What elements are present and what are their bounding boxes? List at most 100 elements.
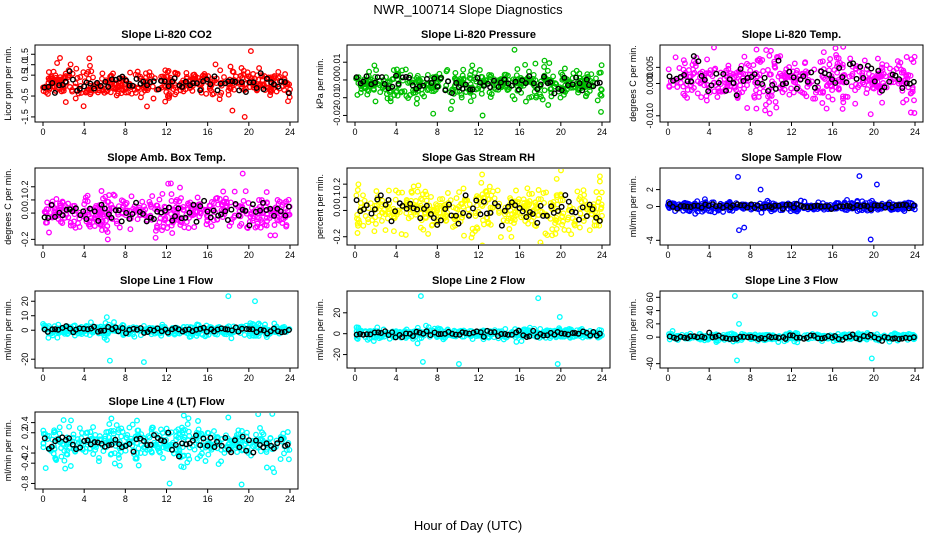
data-point [152, 227, 159, 234]
data-point [357, 89, 364, 96]
reference-point [242, 88, 249, 95]
reference-point [821, 203, 828, 210]
reference-point [811, 84, 818, 91]
data-point [753, 105, 760, 112]
reference-point [161, 207, 168, 214]
data-point [894, 58, 901, 65]
data-point [85, 221, 92, 228]
x-tick-label: 0 [665, 250, 670, 260]
reference-point [850, 60, 857, 67]
reference-point [238, 79, 245, 86]
reference-point [169, 217, 176, 224]
reference-point [864, 203, 871, 210]
reference-point [473, 197, 480, 204]
data-point [908, 90, 915, 96]
reference-point [849, 204, 856, 211]
data-point [60, 87, 67, 94]
data-point [65, 200, 72, 207]
outlier-point [736, 227, 742, 234]
data-point [284, 429, 291, 435]
data-point [268, 87, 275, 94]
data-points [666, 293, 918, 364]
x-tick-label: 20 [556, 373, 566, 383]
data-point [378, 209, 385, 216]
data-point [548, 93, 555, 100]
data-point [172, 198, 179, 205]
data-point [275, 68, 282, 75]
x-tick-label: 16 [515, 373, 525, 383]
reference-point [846, 61, 853, 68]
data-point [801, 90, 808, 97]
data-point [68, 417, 74, 424]
data-point [408, 197, 415, 204]
data-point [766, 110, 773, 117]
data-point [764, 67, 771, 73]
y-axis-label: ml/min per min. [628, 176, 638, 238]
reference-point [122, 330, 129, 337]
data-point [137, 211, 144, 218]
data-point [790, 89, 797, 96]
data-point [680, 40, 685, 45]
reference-point [389, 83, 396, 90]
y-tick-label: 60 [645, 292, 655, 302]
data-point [538, 196, 544, 203]
reference-point [264, 75, 271, 82]
reference-point [413, 328, 420, 335]
data-point [546, 60, 553, 67]
data-point [384, 95, 391, 102]
data-point [529, 190, 535, 197]
data-point [684, 86, 691, 93]
data-point [436, 196, 443, 203]
reference-point [723, 335, 730, 342]
y-tick-label: 0 [645, 204, 655, 209]
reference-point [540, 332, 547, 339]
data-point [849, 71, 856, 77]
data-point [102, 226, 109, 233]
reference-point [270, 325, 277, 332]
reference-point [414, 206, 421, 213]
data-point [434, 325, 441, 332]
data-point [199, 72, 206, 79]
data-point [399, 67, 406, 74]
data-point [354, 211, 361, 218]
data-points [353, 46, 605, 119]
data-point [753, 87, 759, 94]
data-point [269, 413, 276, 417]
data-point [506, 226, 513, 232]
reference-point [403, 73, 410, 80]
data-point [839, 64, 846, 71]
x-tick-label: 12 [786, 250, 796, 260]
data-point [819, 100, 826, 106]
data-point [596, 333, 603, 340]
reference-point [381, 80, 388, 87]
data-point [87, 62, 93, 69]
x-tick-label: 4 [707, 373, 712, 383]
reference-point [427, 211, 434, 218]
data-point [497, 234, 504, 241]
data-point [271, 222, 278, 228]
data-point [835, 200, 842, 207]
data-point [410, 183, 417, 190]
data-point [73, 65, 80, 72]
data-point [512, 198, 519, 205]
data-point [812, 95, 819, 102]
outlier-point [140, 359, 147, 366]
data-point [413, 100, 420, 107]
data-points [41, 170, 293, 243]
reference-point [232, 200, 239, 207]
reference-point [839, 74, 846, 81]
data-point [144, 325, 151, 332]
data-point [665, 66, 672, 73]
reference-point [800, 73, 807, 80]
reference-point [80, 208, 87, 215]
data-point [472, 213, 479, 219]
data-point [414, 95, 421, 102]
x-tick-label: 24 [910, 250, 920, 260]
reference-point [197, 325, 204, 332]
reference-point [389, 329, 396, 336]
data-point [117, 82, 124, 89]
x-tick-label: 16 [828, 250, 838, 260]
reference-point [501, 76, 508, 83]
reference-point [681, 334, 688, 341]
reference-point [519, 208, 526, 215]
